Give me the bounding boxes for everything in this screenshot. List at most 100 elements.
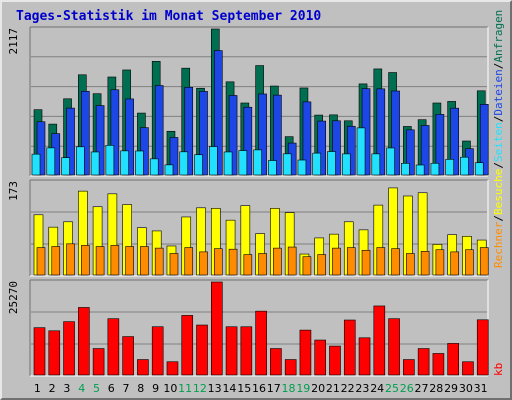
bar-rechner-day-29 (450, 251, 459, 276)
bar-dateien-day-11 (184, 86, 194, 176)
bar-seiten-day-26 (401, 163, 410, 176)
x-tick-label-day-12: 12 (193, 382, 207, 395)
bar-kb-day-13 (210, 281, 223, 376)
bar-rechner-day-25 (391, 248, 400, 276)
bar-dateien-day-25 (391, 90, 400, 176)
bar-kb-day-1 (33, 327, 46, 376)
bar-dateien-day-20 (317, 120, 327, 176)
panel-middle: 173 (7, 179, 489, 277)
bar-seiten-day-30 (460, 156, 469, 176)
bar-seiten-day-13 (208, 146, 218, 176)
bar-rechner-day-11 (184, 247, 194, 276)
bar-dateien-day-10 (169, 137, 179, 176)
bar-kb-day-9 (151, 326, 164, 376)
x-tick-label-day-17: 17 (267, 382, 281, 395)
bar-dateien-day-15 (243, 106, 253, 176)
bar-seiten-day-24 (371, 153, 381, 176)
bar-seiten-day-6 (105, 145, 115, 176)
bar-rechner-day-23 (361, 249, 371, 276)
bar-kb-day-21 (329, 345, 341, 376)
bar-rechner-day-13 (213, 248, 223, 276)
bar-seiten-day-9 (149, 158, 159, 176)
bar-rechner-day-16 (258, 253, 267, 276)
legend-label-seiten: Seiten (492, 122, 505, 162)
x-tick-label-day-24: 24 (370, 382, 384, 395)
legend-label-dateien: Dateien (492, 69, 505, 115)
bar-dateien-day-22 (346, 125, 356, 176)
bar-seiten-day-3 (61, 157, 70, 176)
bar-kb-day-27 (417, 348, 430, 376)
bar-dateien-day-5 (95, 105, 105, 176)
y-axis-max-label: 173 (7, 181, 20, 201)
bar-seiten-day-23 (356, 127, 366, 176)
legend-separator: / (492, 162, 505, 169)
bar-rechner-day-17 (273, 247, 282, 276)
bar-kb-day-30 (462, 361, 474, 376)
bar-kb-day-2 (48, 330, 61, 376)
series-seiten (31, 127, 484, 176)
bar-kb-day-12 (196, 324, 208, 376)
x-tick-label-day-19: 19 (296, 382, 310, 395)
bar-kb-day-15 (240, 326, 253, 376)
bar-seiten-day-21 (327, 151, 336, 176)
x-tick-label-day-22: 22 (341, 382, 355, 395)
bar-dateien-day-29 (450, 107, 459, 176)
bar-dateien-day-16 (258, 93, 267, 176)
bar-seiten-day-16 (253, 149, 262, 176)
bar-seiten-day-7 (120, 150, 129, 176)
bar-rechner-day-21 (332, 247, 341, 276)
x-tick-label-day-26: 26 (400, 382, 414, 395)
bar-dateien-day-13 (213, 50, 223, 176)
panel-top: 2117 (7, 26, 489, 177)
x-tick-label-day-25: 25 (385, 382, 399, 395)
x-tick-label-day-14: 14 (222, 382, 236, 395)
x-tick-label-day-9: 9 (152, 382, 159, 395)
bar-rechner-day-8 (140, 246, 149, 276)
bar-kb-day-10 (166, 361, 179, 376)
side-legend-upper: Rechner/Besuche/Seiten/Dateien/Anfragen (492, 10, 505, 268)
x-tick-label-day-31: 31 (474, 382, 488, 395)
bar-kb-day-20 (314, 339, 327, 376)
bar-dateien-day-26 (406, 129, 415, 176)
x-tick-label-day-5: 5 (93, 382, 100, 395)
bar-dateien-day-6 (110, 89, 120, 176)
legend-label-besuche: Besuche (492, 169, 505, 215)
bar-dateien-day-3 (66, 107, 75, 176)
x-tick-label-day-10: 10 (163, 382, 177, 395)
bar-rechner-day-28 (435, 249, 445, 276)
bar-seiten-day-29 (445, 159, 454, 176)
bar-kb-day-8 (137, 359, 149, 376)
bar-rechner-day-27 (420, 251, 430, 276)
bar-seiten-day-28 (430, 162, 440, 176)
bar-kb-day-17 (270, 348, 282, 376)
x-tick-label-day-2: 2 (49, 382, 56, 395)
bar-seiten-day-14 (223, 151, 233, 176)
bar-rechner-day-5 (95, 246, 105, 276)
bar-kb-day-22 (343, 319, 356, 376)
x-tick-label-day-1: 1 (34, 382, 41, 395)
bar-kb-day-28 (432, 353, 445, 376)
bar-rechner-day-12 (199, 251, 208, 276)
bar-rechner-day-10 (169, 253, 179, 276)
bar-seiten-day-5 (90, 151, 100, 176)
bar-dateien-day-24 (376, 88, 386, 176)
side-legend-kb: kb (492, 363, 505, 376)
x-tick-label-day-28: 28 (429, 382, 443, 395)
bar-seiten-day-1 (31, 153, 41, 176)
bar-kb-day-4 (78, 307, 90, 376)
bar-seiten-day-2 (46, 147, 56, 176)
bar-rechner-day-22 (346, 247, 356, 276)
bar-kb-day-19 (299, 329, 312, 376)
x-tick-label-day-4: 4 (78, 382, 85, 395)
bar-dateien-day-28 (435, 114, 445, 176)
bar-kb-day-29 (447, 343, 459, 376)
y-axis-max-label: 2117 (7, 28, 20, 55)
chart-title: Tages-Statistik im Monat September 2010 (16, 9, 321, 24)
bar-seiten-day-12 (194, 154, 203, 176)
bar-rechner-day-14 (228, 248, 238, 276)
bar-seiten-day-4 (76, 146, 85, 176)
bar-rechner-day-7 (125, 246, 134, 276)
legend-label-rechner: Rechner (492, 221, 505, 268)
bar-rechner-day-1 (36, 247, 46, 276)
